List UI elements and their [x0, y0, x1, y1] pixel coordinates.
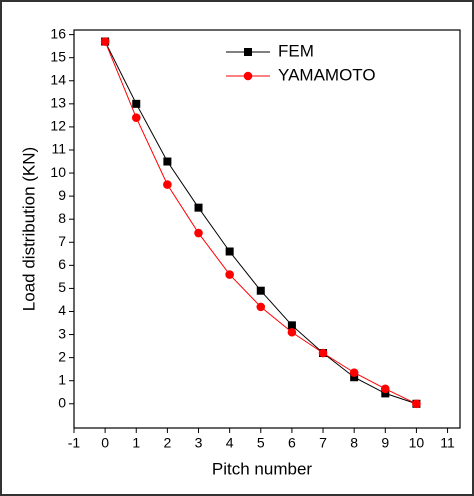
- x-tick-label: 6: [288, 435, 296, 451]
- y-tick-label: 15: [50, 48, 66, 64]
- x-tick-label: 1: [132, 435, 140, 451]
- y-tick-label: 2: [58, 348, 66, 364]
- y-tick-label: 11: [51, 141, 66, 157]
- x-tick-label: 7: [319, 435, 327, 451]
- x-tick-label: 9: [381, 435, 389, 451]
- marker: [412, 399, 421, 409]
- x-tick-label: -1: [68, 435, 81, 451]
- marker: [287, 321, 296, 330]
- x-tick-label: 4: [226, 435, 234, 451]
- y-tick-label: 5: [58, 279, 66, 295]
- y-tick-label: 7: [58, 233, 66, 249]
- y-axis-label: Load distribution (KN): [19, 147, 38, 311]
- marker: [349, 368, 359, 377]
- y-tick-label: 12: [50, 118, 66, 134]
- legend-marker: [243, 71, 253, 81]
- y-tick-label: 3: [58, 325, 66, 341]
- y-tick-label: 14: [50, 71, 66, 87]
- y-tick-label: 16: [50, 25, 66, 41]
- marker: [194, 228, 203, 238]
- y-tick-label: 8: [58, 210, 66, 226]
- legend-label: YAMAMOTO: [278, 65, 376, 84]
- x-tick-label: 3: [195, 435, 203, 451]
- x-tick-label: 8: [350, 435, 358, 451]
- marker: [131, 113, 141, 122]
- x-axis-label: Pitch number: [212, 459, 312, 478]
- marker: [380, 384, 390, 394]
- marker: [225, 247, 234, 256]
- legend-label: FEM: [278, 41, 314, 60]
- marker: [132, 99, 141, 108]
- x-tick-label: 2: [163, 435, 171, 451]
- y-tick-label: 10: [50, 164, 66, 180]
- y-tick-label: 1: [58, 371, 66, 387]
- y-tick-label: 0: [58, 394, 66, 410]
- y-tick-label: 4: [58, 302, 66, 318]
- marker: [163, 180, 172, 189]
- marker: [381, 389, 390, 398]
- y-tick-label: 9: [58, 187, 66, 203]
- marker: [318, 348, 328, 358]
- y-tick-label: 6: [58, 256, 66, 272]
- marker: [256, 286, 265, 295]
- marker: [100, 37, 110, 46]
- marker: [350, 373, 359, 382]
- x-tick-label: 10: [409, 435, 425, 451]
- marker: [256, 302, 266, 312]
- x-tick-label: 0: [101, 435, 109, 451]
- legend-marker: [244, 48, 252, 56]
- plot-frame: [73, 29, 461, 429]
- marker: [287, 327, 297, 337]
- y-tick-label: 13: [50, 95, 66, 111]
- marker: [225, 270, 234, 279]
- marker: [163, 157, 172, 166]
- marker: [194, 203, 203, 212]
- x-tick-label: 5: [257, 435, 265, 451]
- x-tick-label: 11: [440, 435, 455, 451]
